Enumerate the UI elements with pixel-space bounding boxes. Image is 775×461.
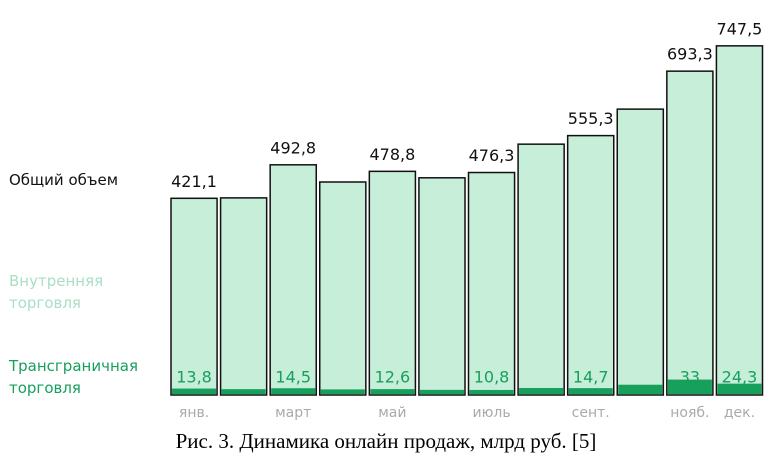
bar-total xyxy=(219,197,268,396)
x-tick-label: май xyxy=(378,405,406,421)
bar-cross-border xyxy=(221,389,266,395)
bar-total xyxy=(467,171,516,396)
bar-cross-border xyxy=(519,387,564,395)
bar-total xyxy=(319,181,367,396)
bar-total xyxy=(666,70,714,396)
cross-border-value-label: 33 xyxy=(680,368,700,387)
cross-border-value-label: 13,8 xyxy=(176,368,212,387)
cross-border-value-label: 12,6 xyxy=(375,368,411,387)
cross-border-value-label: 10,8 xyxy=(474,368,510,387)
bar-cross-border xyxy=(717,383,762,395)
x-tick-label: июль xyxy=(472,405,510,421)
x-tick-label: март xyxy=(275,405,311,421)
bar-total xyxy=(715,45,764,396)
total-value-label: 555,3 xyxy=(568,109,614,128)
total-value-label: 476,3 xyxy=(469,146,515,165)
domestic-label: Внутренняя торговля xyxy=(9,272,104,312)
bar-total xyxy=(517,143,565,396)
bar-cross-border xyxy=(419,389,464,395)
cross-border-value-label: 14,7 xyxy=(573,368,609,387)
x-tick-label: нояб. xyxy=(670,405,709,421)
bar-total xyxy=(269,164,317,396)
total-label: Общий объем xyxy=(9,171,119,189)
bar-cross-border xyxy=(568,388,613,395)
total-value-label: 478,8 xyxy=(369,145,415,164)
total-value-label: 693,3 xyxy=(667,45,713,64)
bar-total xyxy=(418,177,466,396)
total-value-label: 747,5 xyxy=(717,19,763,38)
bar-total xyxy=(170,197,218,396)
cross-border-value-label: 24,3 xyxy=(722,368,758,387)
cross-border-label: Трансграничная торговля xyxy=(9,357,138,397)
total-value-label: 492,8 xyxy=(270,138,316,157)
x-tick-label: дек. xyxy=(724,405,755,421)
bar-total xyxy=(566,134,615,396)
bar-total xyxy=(616,108,665,396)
bar-cross-border xyxy=(667,379,712,395)
bar-cross-border xyxy=(370,389,415,395)
bar-cross-border xyxy=(469,389,514,395)
cross-border-value-label: 14,5 xyxy=(275,368,311,387)
x-tick-label: сент. xyxy=(572,405,610,421)
bar-cross-border xyxy=(320,389,365,395)
bar-cross-border xyxy=(172,388,217,395)
x-tick-label: янв. xyxy=(179,405,209,421)
caption: Рис. 3. Динамика онлайн продаж, млрд руб… xyxy=(176,429,597,453)
bar-cross-border xyxy=(618,384,663,395)
bar-cross-border xyxy=(271,388,316,395)
total-value-label: 421,1 xyxy=(171,172,217,191)
bar-total xyxy=(368,170,417,396)
